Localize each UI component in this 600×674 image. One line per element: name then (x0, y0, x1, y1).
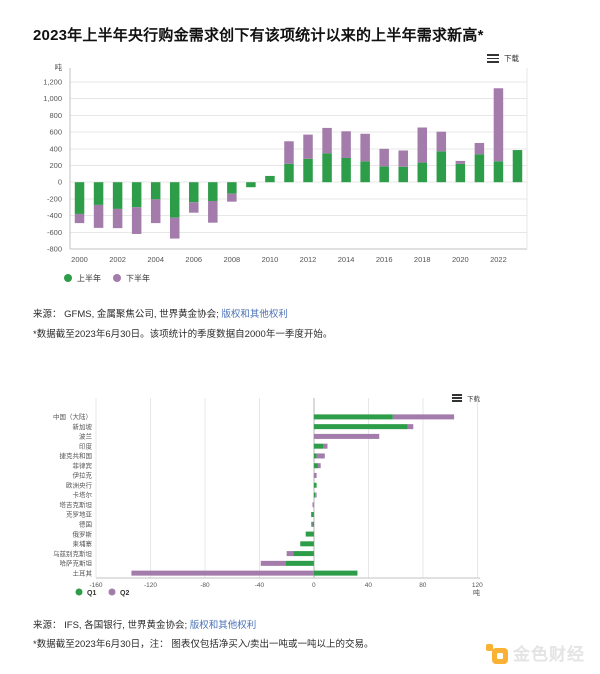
chart2-gridlines (95, 398, 480, 579)
svg-text:-400: -400 (47, 211, 62, 220)
svg-text:伊拉克: 伊拉克 (73, 471, 93, 480)
hamburger-menu-icon (487, 54, 499, 63)
svg-text:400: 400 (49, 144, 62, 153)
page-title: 2023年上半年央行购金需求创下有该项统计以来的上半年需求新高* (33, 27, 484, 44)
svg-text:2016: 2016 (376, 255, 393, 264)
chart1-source: 来源： GFMS, 金属聚焦公司, 世界黄金协会; 版权和其他权利 (33, 306, 288, 320)
svg-text:-40: -40 (255, 582, 265, 589)
chart2-axis-labels: -160 -120 -80 -40 0 40 80 120 中国（大陆）新加坡波兰印度捷克共和国… (53, 412, 483, 597)
copyright-link[interactable]: 版权和其他权利 (221, 309, 288, 320)
svg-text:-80: -80 (200, 582, 210, 589)
svg-text:-160: -160 (89, 582, 102, 589)
chart1-axis-labels: -800 -600 -400 -200 0 200 400 600 800 1,000 1,200 吨… (43, 62, 507, 264)
svg-text:2018: 2018 (414, 255, 431, 264)
svg-text:俄罗斯: 俄罗斯 (73, 529, 93, 538)
svg-text:乌兹别克斯坦: 乌兹别克斯坦 (53, 549, 93, 558)
svg-text:40: 40 (365, 582, 373, 589)
svg-text:2008: 2008 (224, 255, 241, 264)
svg-text:80: 80 (419, 582, 427, 589)
chart2-note: *数据截至2023年6月30日，注： 图表仅包括净买入/卖出一吨或一吨以上的交易… (33, 639, 374, 650)
svg-text:上半年: 上半年 (77, 273, 101, 283)
svg-text:-800: -800 (47, 245, 62, 254)
chart2-bars (131, 414, 455, 576)
svg-text:卡塔尔: 卡塔尔 (73, 490, 93, 499)
svg-text:2006: 2006 (185, 255, 202, 264)
svg-text:120: 120 (472, 582, 483, 589)
svg-text:2014: 2014 (338, 255, 355, 264)
svg-text:波兰: 波兰 (79, 432, 93, 441)
chart2-legend: Q1 Q2 (75, 588, 129, 597)
svg-text:-120: -120 (144, 582, 157, 589)
chart1-bars (74, 88, 523, 239)
chart1-note: *数据截至2023年6月30日。该项统计的季度数据自2000年一季度开始。 (33, 329, 333, 340)
svg-text:0: 0 (312, 582, 316, 589)
svg-text:0: 0 (58, 178, 62, 187)
svg-text:中国（大陆）: 中国（大陆） (53, 412, 92, 421)
svg-text:柬埔寨: 柬埔寨 (73, 539, 93, 548)
svg-text:哈萨克斯坦: 哈萨克斯坦 (60, 559, 93, 568)
chart1-download-button[interactable]: 下载 (487, 53, 519, 64)
svg-text:200: 200 (49, 161, 62, 170)
svg-text:2002: 2002 (109, 255, 126, 264)
jinse-finance-logo: 金色财经 (486, 640, 585, 665)
svg-text:800: 800 (49, 111, 62, 120)
svg-text:欧洲央行: 欧洲央行 (66, 480, 93, 489)
source-text: 来源： GFMS, 金属聚焦公司, 世界黄金协会; (33, 309, 222, 320)
download-label: 下载 (467, 396, 480, 403)
chart2-download-button[interactable]: 下载 (452, 393, 480, 403)
copyright-link[interactable]: 版权和其他权利 (189, 620, 257, 631)
svg-text:捷克共和国: 捷克共和国 (60, 451, 93, 460)
jinse-logo-icon (486, 642, 508, 664)
svg-text:2022: 2022 (490, 255, 507, 264)
svg-text:1,000: 1,000 (43, 94, 62, 103)
svg-text:新加坡: 新加坡 (73, 422, 93, 431)
svg-text:克罗地亚: 克罗地亚 (66, 510, 93, 519)
svg-text:下半年: 下半年 (126, 273, 150, 283)
svg-text:600: 600 (49, 128, 62, 137)
jinse-logo-text: 金色财经 (513, 645, 585, 664)
source-text: 来源： IFS, 各国银行, 世界黄金协会; (33, 620, 190, 631)
hamburger-menu-icon (452, 394, 462, 402)
svg-text:2004: 2004 (147, 255, 164, 264)
svg-text:2020: 2020 (452, 255, 469, 264)
chart1-legend: 上半年 下半年 (64, 273, 150, 283)
svg-text:菲律宾: 菲律宾 (73, 461, 93, 470)
svg-text:吨: 吨 (473, 588, 480, 597)
chart2-source: 来源： IFS, 各国银行, 世界黄金协会; 版权和其他权利 (33, 617, 256, 631)
svg-text:2012: 2012 (300, 255, 317, 264)
svg-text:1,200: 1,200 (43, 78, 62, 87)
svg-text:Q1: Q1 (87, 590, 96, 597)
country-purchases-chart: -160 -120 -80 -40 0 40 80 120 中国（大陆）新加坡波兰印度捷克共和国… (53, 398, 483, 597)
svg-text:印度: 印度 (79, 441, 93, 450)
svg-text:2000: 2000 (71, 255, 88, 264)
svg-text:土耳其: 土耳其 (73, 568, 93, 577)
svg-text:-200: -200 (47, 194, 62, 203)
svg-text:塔吉克斯坦: 塔吉克斯坦 (60, 500, 93, 509)
svg-text:吨: 吨 (55, 62, 63, 72)
download-label: 下载 (504, 54, 519, 63)
svg-text:Q2: Q2 (120, 590, 129, 597)
half-year-demand-chart: -800 -600 -400 -200 0 200 400 600 800 1,000 1,200 吨… (43, 62, 528, 283)
svg-text:德国: 德国 (79, 519, 92, 528)
chart1-gridlines (69, 68, 528, 250)
svg-text:-600: -600 (47, 228, 62, 237)
svg-text:2010: 2010 (262, 255, 279, 264)
